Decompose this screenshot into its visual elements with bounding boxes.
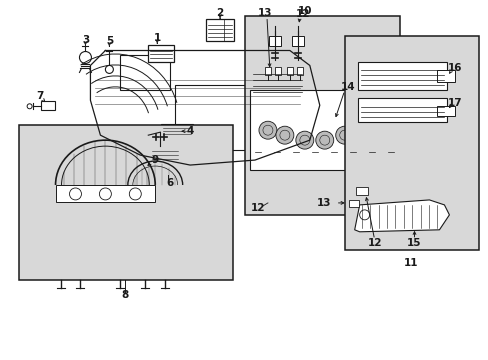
Text: 10: 10 <box>297 6 311 15</box>
Circle shape <box>315 131 333 149</box>
Text: 5: 5 <box>105 36 113 46</box>
Bar <box>249 66 304 100</box>
Text: 2: 2 <box>216 8 223 18</box>
Circle shape <box>295 131 313 149</box>
Text: 8: 8 <box>122 289 129 300</box>
Bar <box>175 85 244 150</box>
Text: 3: 3 <box>81 35 89 45</box>
Bar <box>437 106 454 116</box>
Text: 15: 15 <box>407 238 421 248</box>
Text: 12: 12 <box>366 238 381 248</box>
Text: 16: 16 <box>447 63 462 73</box>
Text: 13: 13 <box>257 8 272 18</box>
Polygon shape <box>354 200 448 232</box>
Bar <box>355 187 367 195</box>
Circle shape <box>335 126 353 144</box>
Text: 7: 7 <box>36 91 43 101</box>
Text: 6: 6 <box>166 178 173 188</box>
Text: 14: 14 <box>340 82 354 93</box>
Bar <box>348 200 358 207</box>
Text: 17: 17 <box>447 98 462 108</box>
Bar <box>291 36 303 45</box>
Bar <box>205 19 234 41</box>
Text: 1: 1 <box>153 32 161 42</box>
Bar <box>357 98 447 122</box>
Bar <box>19 125 233 280</box>
Bar <box>437 71 454 82</box>
Text: 9: 9 <box>151 155 159 165</box>
Bar <box>244 15 399 215</box>
Bar <box>344 36 478 250</box>
Text: 12: 12 <box>295 9 309 19</box>
Bar <box>56 185 155 202</box>
Text: 11: 11 <box>404 258 418 268</box>
Circle shape <box>350 121 368 139</box>
Bar <box>148 45 174 62</box>
Bar <box>296 67 302 75</box>
Bar <box>279 105 314 140</box>
Text: 12: 12 <box>250 203 264 213</box>
Circle shape <box>275 126 293 144</box>
Circle shape <box>259 121 276 139</box>
Text: 13: 13 <box>317 198 331 208</box>
Bar <box>161 124 193 137</box>
Bar <box>274 67 280 75</box>
Bar <box>120 55 170 90</box>
Bar <box>150 146 180 162</box>
Text: 4: 4 <box>186 126 193 136</box>
Bar <box>249 90 394 170</box>
Bar <box>264 67 270 75</box>
Bar <box>268 36 280 45</box>
Bar <box>41 101 55 110</box>
Bar <box>357 62 447 90</box>
Bar <box>154 162 174 172</box>
Bar <box>286 67 292 75</box>
